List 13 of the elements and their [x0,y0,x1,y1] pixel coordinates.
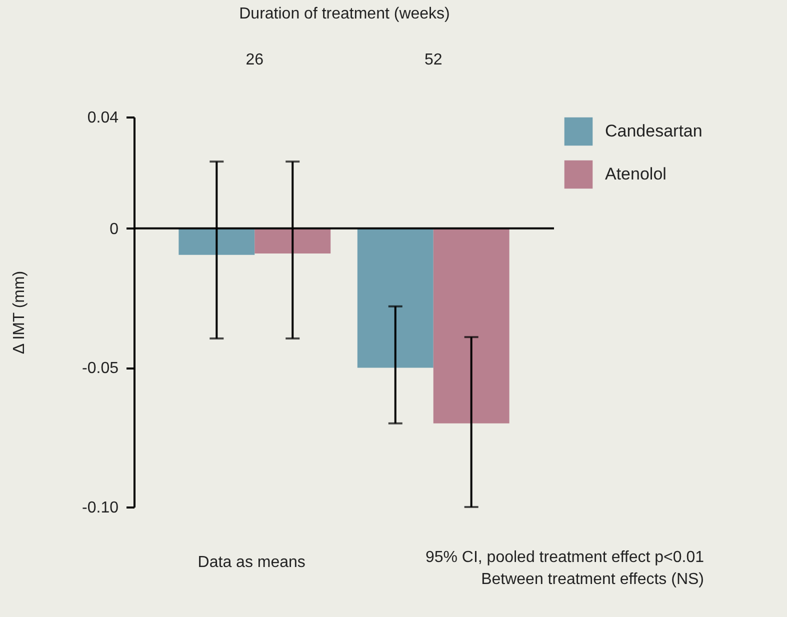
text: Between treatment effects (NS) [481,571,704,588]
y-tick-label: -0.10 [82,500,119,516]
y-tick-label: -0.05 [82,360,119,378]
legend-label: Atenolol [605,164,666,184]
legend-label: Candesartan [605,122,702,140]
text: Data as means [198,554,306,571]
y-axis-title: Δ IMT (mm) [11,270,28,354]
x-axis-title: Duration of treatment (weeks) [239,6,450,22]
y-tick-label: 0.04 [87,110,119,126]
text: 95% CI, pooled treatment effect p<0.01 [425,549,704,566]
x-tick-label: 52 [424,52,442,68]
x-tick-label: 26 [246,52,264,68]
y-tick-label: 0 [110,220,119,238]
